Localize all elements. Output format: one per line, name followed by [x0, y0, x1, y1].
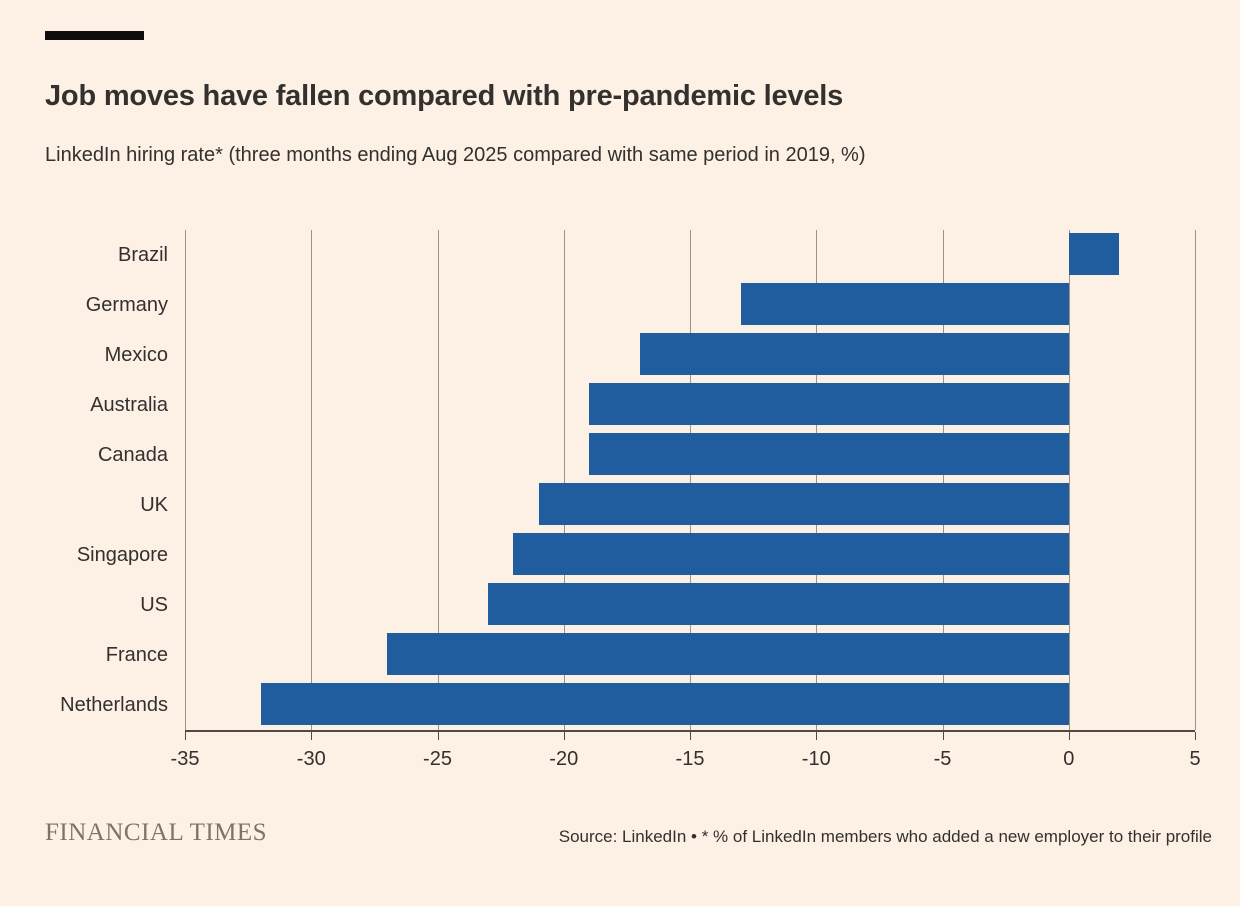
gridline [942, 230, 944, 730]
plot-area: -35 -30 -25 -20 -15 -10 -5 0 5 [171, 230, 1201, 770]
x-tick-label: -30 [296, 748, 326, 770]
ft-logo: FINANCIAL TIMES [45, 819, 268, 846]
x-tick-label: -20 [549, 748, 579, 770]
x-axis-tick [563, 732, 565, 740]
x-axis-tick [942, 732, 944, 740]
chart-title: Job moves have fallen compared with pre-… [45, 80, 844, 113]
bar-us [488, 583, 1069, 625]
x-tick-label: -35 [170, 748, 200, 770]
x-tick-label: -10 [801, 748, 831, 770]
bar-uk [538, 483, 1069, 525]
gridline [1195, 230, 1196, 730]
bar-netherlands [260, 683, 1069, 725]
x-axis-tick [437, 732, 439, 740]
x-axis-tick [1195, 732, 1196, 740]
category-label: Netherlands [60, 694, 168, 716]
gridline [816, 230, 818, 730]
category-label: Australia [90, 394, 168, 416]
bar-australia [589, 383, 1069, 425]
title-marker-bar [45, 31, 144, 40]
category-label: Brazil [117, 244, 168, 266]
chart-subtitle: LinkedIn hiring rate* (three months endi… [45, 144, 866, 166]
gridline [1068, 230, 1070, 730]
source-note: Source: LinkedIn • * % of LinkedIn membe… [558, 827, 1212, 846]
x-tick-label: -15 [675, 748, 705, 770]
gridline [311, 230, 313, 730]
category-label: Mexico [104, 344, 168, 366]
x-tick-label: 5 [1189, 748, 1201, 770]
category-label: US [140, 594, 168, 616]
x-axis-tick [816, 732, 818, 740]
gridline [185, 230, 186, 730]
bar-canada [589, 433, 1069, 475]
x-axis-tick [690, 732, 691, 740]
x-axis-tick [1068, 732, 1070, 740]
x-tick-label: -5 [933, 748, 952, 770]
x-tick-label: -25 [423, 748, 452, 770]
category-label: Germany [85, 294, 168, 316]
bar-mexico [639, 333, 1069, 375]
x-axis-tick [311, 732, 313, 740]
category-label: France [105, 644, 168, 666]
gridline [690, 230, 691, 730]
bar-germany [740, 283, 1069, 325]
gridline [437, 230, 439, 730]
bar-brazil [1068, 233, 1120, 275]
category-label: UK [140, 494, 168, 516]
bar-chart: Brazil Germany Mexico Australia Canada UK Sing… [45, 230, 1201, 770]
x-tick-label: 0 [1063, 748, 1075, 770]
bar-singapore [513, 533, 1069, 575]
category-label: Singapore [76, 544, 168, 566]
category-label: Canada [97, 444, 168, 466]
y-axis-labels: Brazil Germany Mexico Australia Canada UK Sing… [45, 230, 168, 730]
gridline [563, 230, 565, 730]
x-axis-tick [185, 732, 186, 740]
bar-france [387, 633, 1069, 675]
